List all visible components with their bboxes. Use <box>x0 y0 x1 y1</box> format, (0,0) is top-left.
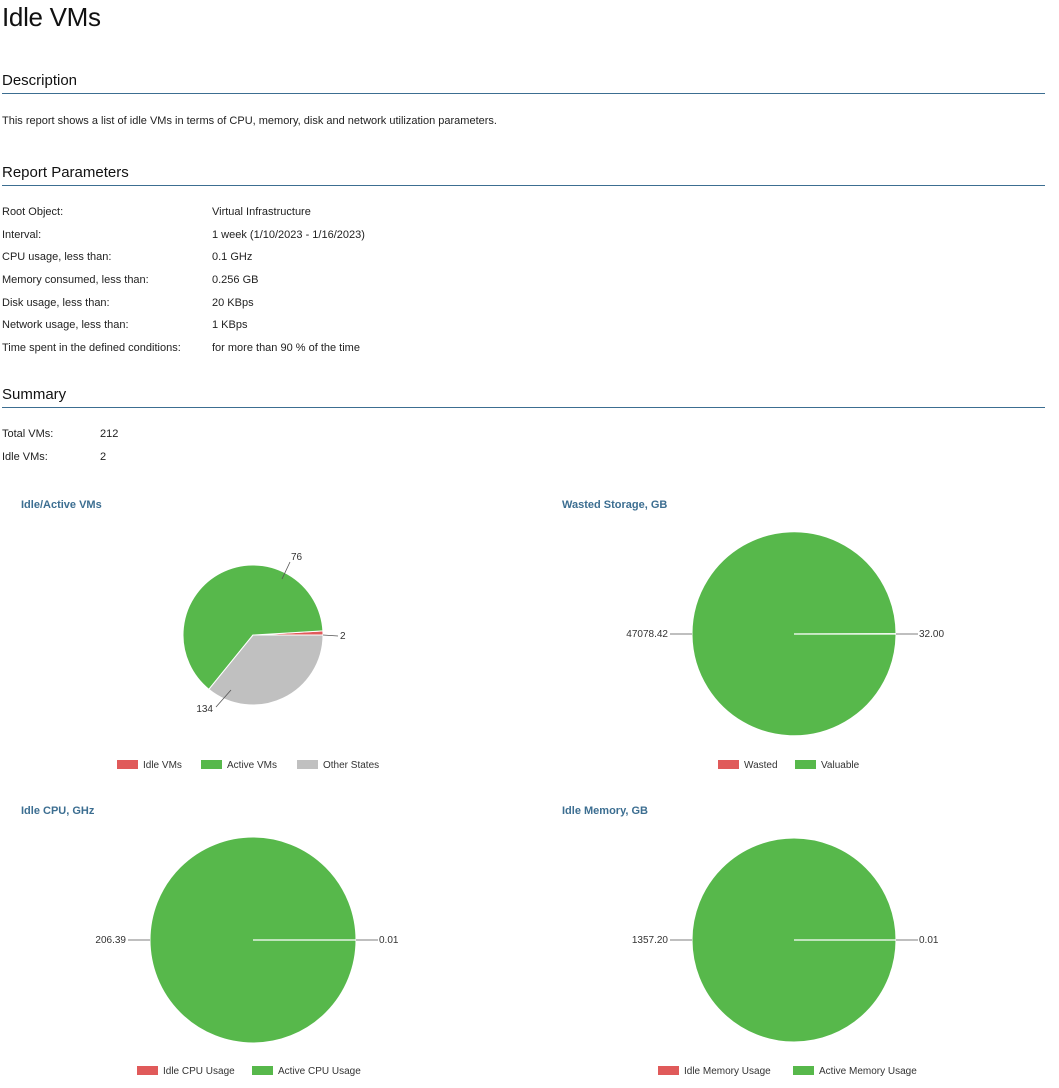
pie-value-label-active-cpu-usage: 206.39 <box>95 935 126 946</box>
legend-swatch-wasted <box>718 760 739 769</box>
param-row-interval: Interval: 1 week (1/10/2023 - 1/16/2023) <box>2 229 365 252</box>
summary-label: Total VMs: <box>2 428 54 440</box>
param-row-cpu-usage: CPU usage, less than: 0.1 GHz <box>2 251 365 274</box>
pie-value-label-idle-vms: 2 <box>340 631 346 642</box>
legend-swatch-active-memory-usage <box>793 1066 814 1075</box>
legend-item-active-memory-usage: Active Memory Usage <box>819 1066 917 1077</box>
pie-value-label-idle-cpu-usage: 0.01 <box>379 935 399 946</box>
legend-swatch-idle-memory-usage <box>658 1066 679 1075</box>
pie-value-label-idle-memory-usage: 0.01 <box>919 935 939 946</box>
legend-item-valuable: Valuable <box>821 760 860 771</box>
param-row-time-spent: Time spent in the defined conditions: fo… <box>2 342 365 365</box>
param-label: Memory consumed, less than: <box>2 274 149 287</box>
param-value: 1 week (1/10/2023 - 1/16/2023) <box>212 228 365 241</box>
param-value: 20 KBps <box>212 296 254 309</box>
pie-value-label-valuable: 47078.42 <box>626 629 668 640</box>
legend-swatch-valuable <box>795 760 816 769</box>
param-value: Virtual Infrastructure <box>212 206 311 218</box>
param-value: 0.1 GHz <box>212 251 253 264</box>
legend-item-wasted: Wasted <box>744 760 778 771</box>
legend-item-idle-memory-usage: Idle Memory Usage <box>684 1066 771 1077</box>
legend-item-active-cpu-usage: Active CPU Usage <box>278 1066 361 1077</box>
param-value: for more than 90 % of the time <box>212 342 360 355</box>
param-row-network-usage: Network usage, less than: 1 KBps <box>2 319 365 342</box>
pie-leader-line <box>281 561 291 580</box>
chart-title-idle-memory: Idle Memory, GB <box>562 805 648 817</box>
param-label: Root Object: <box>2 206 64 218</box>
legend-swatch-other-states <box>297 760 318 769</box>
param-row-memory-consumed: Memory consumed, less than: 0.256 GB <box>2 274 365 297</box>
chart-title-idle-active-vms: Idle/Active VMs <box>21 499 102 511</box>
param-label: Time spent in the defined conditions: <box>2 342 181 355</box>
param-row-disk-usage: Disk usage, less than: 20 KBps <box>2 297 365 320</box>
pie-value-label-other-states: 76 <box>291 552 303 563</box>
summary-label: Idle VMs: <box>2 451 48 463</box>
parameters-heading: Report Parameters <box>2 164 1045 186</box>
param-value: 0.256 GB <box>212 274 259 287</box>
param-row-root-object: Root Object: Virtual Infrastructure <box>2 206 365 229</box>
pie-value-label-wasted: 32.00 <box>919 629 944 640</box>
param-label: Network usage, less than: <box>2 319 129 332</box>
legend-item-other-states: Other States <box>323 760 379 771</box>
summary-table: Total VMs: 212 Idle VMs: 2 <box>2 428 118 474</box>
param-label: Disk usage, less than: <box>2 296 110 309</box>
summary-heading: Summary <box>2 386 1045 408</box>
legend-swatch-idle-cpu-usage <box>137 1066 158 1075</box>
pie-slice-active-vms <box>182 564 324 691</box>
pie-leader-line <box>215 689 232 708</box>
legend-swatch-idle-vms <box>117 760 138 769</box>
page-title: Idle VMs <box>2 2 101 32</box>
summary-row-idle-vms: Idle VMs: 2 <box>2 451 118 474</box>
param-label: CPU usage, less than: <box>2 251 112 264</box>
pie-value-label-active-vms: 134 <box>196 704 213 715</box>
chart-title-idle-cpu: Idle CPU, GHz <box>21 805 95 817</box>
summary-value: 212 <box>100 428 119 440</box>
param-label: Interval: <box>2 228 42 241</box>
legend-swatch-active-vms <box>201 760 222 769</box>
parameters-table: Root Object: Virtual Infrastructure Inte… <box>2 206 365 365</box>
pie-value-label-active-memory-usage: 1357.20 <box>632 935 669 946</box>
param-value: 1 KBps <box>212 319 248 332</box>
description-text: This report shows a list of idle VMs in … <box>2 115 497 127</box>
pie-leader-line <box>322 634 339 637</box>
summary-value: 2 <box>100 451 107 463</box>
description-heading: Description <box>2 72 1045 94</box>
legend-item-active-vms: Active VMs <box>227 760 277 771</box>
legend-swatch-active-cpu-usage <box>252 1066 273 1075</box>
legend-item-idle-cpu-usage: Idle CPU Usage <box>163 1066 235 1077</box>
summary-row-total-vms: Total VMs: 212 <box>2 428 118 451</box>
chart-title-wasted-storage: Wasted Storage, GB <box>562 499 668 511</box>
legend-item-idle-vms: Idle VMs <box>143 760 182 771</box>
